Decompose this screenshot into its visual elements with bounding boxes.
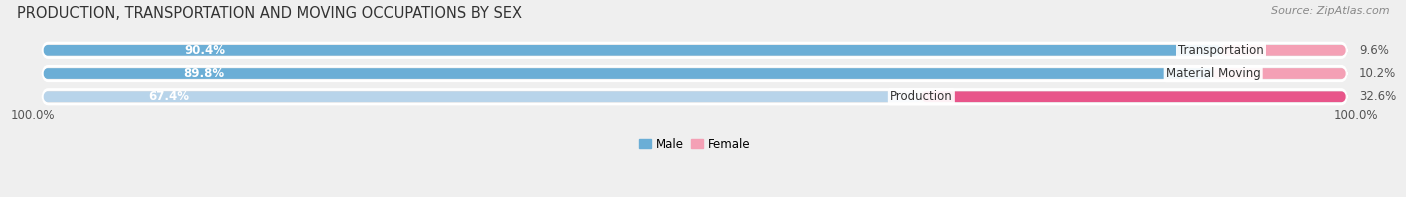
Text: PRODUCTION, TRANSPORTATION AND MOVING OCCUPATIONS BY SEX: PRODUCTION, TRANSPORTATION AND MOVING OC… (17, 6, 522, 21)
FancyBboxPatch shape (44, 91, 921, 102)
Text: 90.4%: 90.4% (184, 44, 225, 57)
Text: 100.0%: 100.0% (1334, 109, 1379, 122)
Text: 100.0%: 100.0% (11, 109, 55, 122)
Text: Source: ZipAtlas.com: Source: ZipAtlas.com (1271, 6, 1389, 16)
FancyBboxPatch shape (44, 45, 1220, 56)
Text: Transportation: Transportation (1178, 44, 1264, 57)
FancyBboxPatch shape (44, 90, 1346, 104)
FancyBboxPatch shape (44, 43, 1346, 58)
FancyBboxPatch shape (1213, 68, 1346, 79)
FancyBboxPatch shape (1220, 45, 1346, 56)
FancyBboxPatch shape (44, 66, 1346, 81)
Legend: Male, Female: Male, Female (634, 133, 755, 155)
Text: 9.6%: 9.6% (1360, 44, 1389, 57)
Text: 67.4%: 67.4% (149, 90, 190, 103)
Text: Production: Production (890, 90, 953, 103)
FancyBboxPatch shape (921, 91, 1346, 102)
Text: 10.2%: 10.2% (1360, 67, 1396, 80)
Text: 89.8%: 89.8% (184, 67, 225, 80)
Text: Material Moving: Material Moving (1166, 67, 1261, 80)
Text: 32.6%: 32.6% (1360, 90, 1396, 103)
FancyBboxPatch shape (44, 68, 1213, 79)
